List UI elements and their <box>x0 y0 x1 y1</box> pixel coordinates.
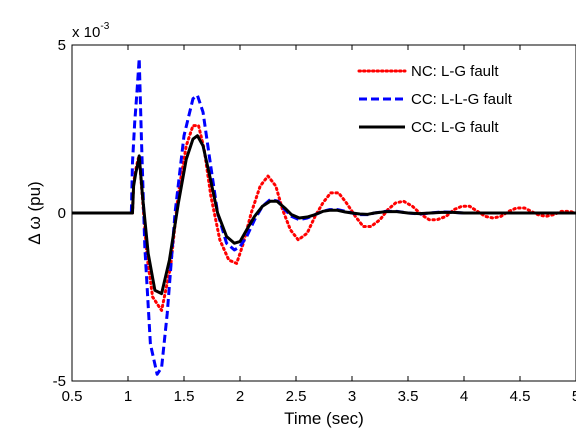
y-axis-symbol: Δ ω <box>25 216 44 244</box>
y-tick-label: 5 <box>58 37 66 54</box>
x-tick-label: 4.5 <box>510 388 531 405</box>
series-layer <box>72 56 576 376</box>
x-tick-label: 3.5 <box>398 388 419 405</box>
y-tick-label: -5 <box>53 373 66 390</box>
x-tick-label: 3 <box>348 388 356 405</box>
y-axis-unit: (pu) <box>25 181 44 211</box>
y-multiplier-text: x 10 <box>72 24 100 41</box>
x-tick-label: 2.5 <box>286 388 307 405</box>
x-tick-label: 0.5 <box>62 388 83 405</box>
legend: NC: L-G fault CC: L-L-G fault CC: L-G fa… <box>357 63 513 136</box>
x-tick-label: 5 <box>572 388 576 405</box>
x-tick-label: 2 <box>236 388 244 405</box>
series-line-0 <box>72 124 576 312</box>
legend-label-cc-lg: CC: L-G fault <box>411 119 499 136</box>
y-multiplier-exponent: -3 <box>100 21 109 32</box>
x-tick-label: 4 <box>460 388 468 405</box>
x-tick-label: 1.5 <box>174 388 195 405</box>
x-axis-label: Time (sec) <box>284 409 364 428</box>
x-tick-label: 1 <box>124 388 132 405</box>
y-axis-label: Δ ω (pu) <box>25 181 44 244</box>
legend-label-nc-lg: NC: L-G fault <box>411 63 499 80</box>
series-line-2 <box>72 134 576 296</box>
y-tick-label: 0 <box>58 205 66 222</box>
legend-label-cc-llg: CC: L-L-G fault <box>411 91 513 108</box>
y-multiplier-label: x 10-3 <box>72 21 110 41</box>
axis-ticks: 0.5 1 1.5 2 2.5 3 3.5 4 4.5 5 -5 0 5 <box>53 37 576 405</box>
